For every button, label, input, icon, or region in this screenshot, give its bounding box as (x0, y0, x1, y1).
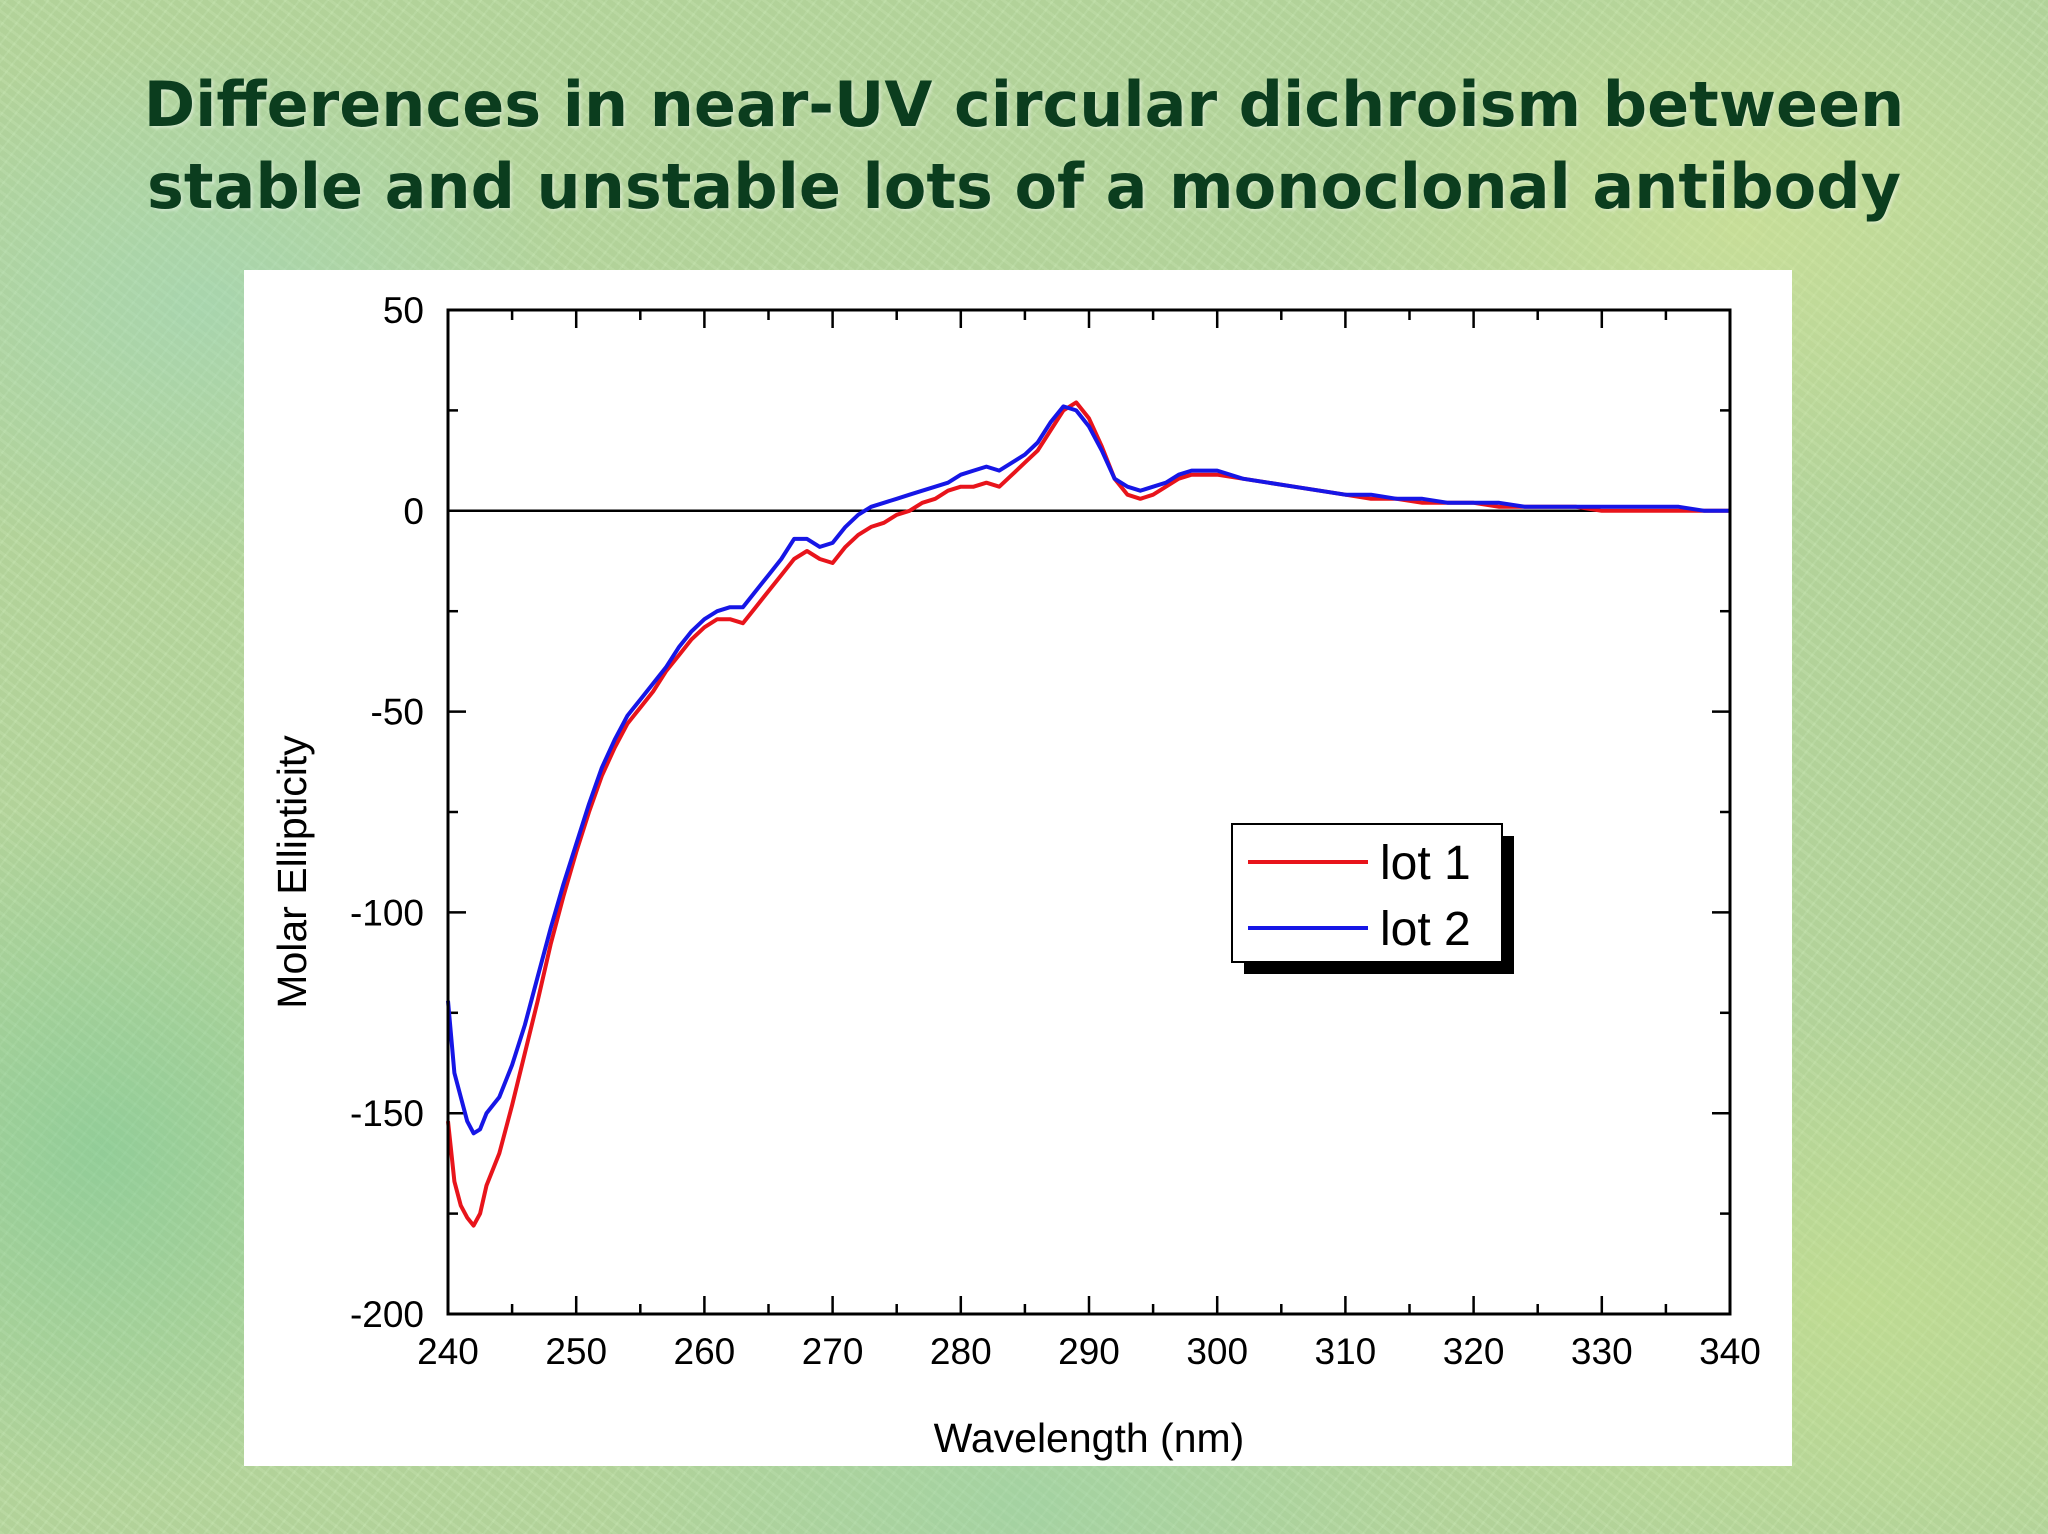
x-tick-label: 290 (1058, 1331, 1120, 1372)
x-tick-label: 310 (1315, 1331, 1377, 1372)
slide-title: Differences in near-UV circular dichrois… (0, 64, 2048, 228)
series-line-2 (446, 404, 1730, 1136)
x-tick-label: 320 (1443, 1331, 1505, 1372)
chart-panel: 240 250 260 270 280 290 300 310 320 330 340 -200 -15… (244, 270, 1792, 1466)
y-tick-label: -150 (350, 1093, 424, 1134)
x-tick-label: 270 (802, 1331, 864, 1372)
legend-label-lot-1: lot 1 (1380, 837, 1471, 890)
x-axis-title: Wavelength (nm) (934, 1415, 1245, 1461)
x-tick-label: 260 (674, 1331, 736, 1372)
x-tick-label: 300 (1186, 1331, 1248, 1372)
y-axis-title: Molar Ellipticity (269, 735, 315, 1009)
y-tick-label: -100 (350, 892, 424, 933)
series-line-1 (446, 400, 1730, 1228)
y-tick-label: 50 (383, 290, 424, 331)
y-tick-label: -200 (350, 1294, 424, 1335)
legend-box (1231, 823, 1503, 963)
slide-title-line-1: Differences in near-UV circular dichrois… (143, 68, 1905, 141)
legend: lot 1 lot 2 (1231, 823, 1514, 974)
y-tick-label: 0 (403, 491, 424, 532)
legend-label-lot-2: lot 2 (1380, 903, 1471, 956)
y-tick-label: -50 (371, 692, 424, 733)
plot-frame (446, 308, 1732, 1316)
axis-ticks (446, 308, 1732, 1316)
series-lines (446, 400, 1730, 1228)
x-tick-label: 340 (1699, 1331, 1761, 1372)
x-tick-label: 240 (417, 1331, 479, 1372)
x-tick-label: 280 (930, 1331, 992, 1372)
slide-title-line-2: stable and unstable lots of a monoclonal… (146, 150, 1902, 223)
cd-spectrum-chart: 240 250 260 270 280 290 300 310 320 330 340 -200 -15… (269, 290, 1761, 1461)
tick-labels: 240 250 260 270 280 290 300 310 320 330 340 -200 -15… (350, 290, 1761, 1372)
x-tick-label: 250 (545, 1331, 607, 1372)
x-tick-label: 330 (1571, 1331, 1633, 1372)
